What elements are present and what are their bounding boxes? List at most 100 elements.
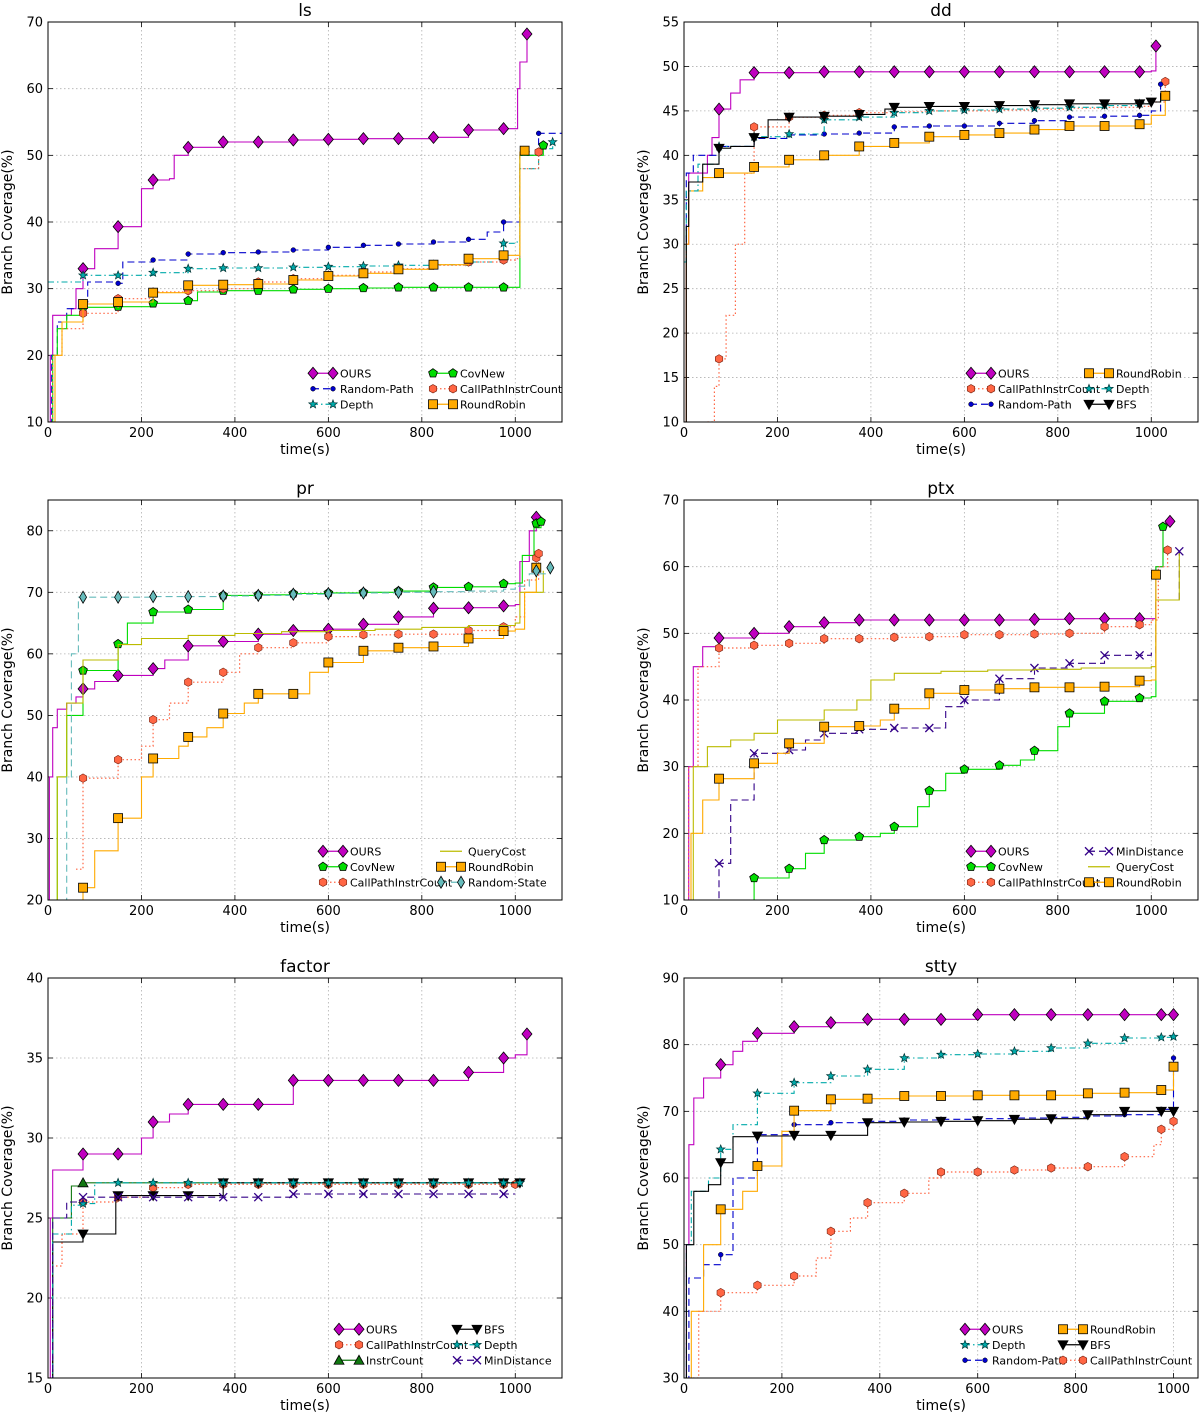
data-point	[218, 708, 229, 719]
data-point	[252, 135, 264, 149]
data-point	[1133, 99, 1146, 110]
data-point	[960, 630, 969, 640]
series-markers	[715, 1106, 1180, 1169]
legend: OURS Depth Random-Path RoundRobin BFS CallPat…	[959, 1322, 1193, 1367]
data-point	[521, 1027, 533, 1041]
data-point	[1156, 1031, 1167, 1042]
data-point	[1029, 745, 1040, 755]
legend-item: CallPathInstrCount	[966, 383, 1101, 396]
ticks: 0 200 400 600 800 1000 20 30 40 50 60 70 80	[26, 500, 562, 919]
legend-marker	[472, 1355, 482, 1365]
legend-item: CallPathInstrCount	[1058, 1354, 1193, 1367]
x-tick-label: 1000	[499, 904, 532, 919]
data-point	[392, 1073, 404, 1088]
legend-item: RoundRobin	[1084, 876, 1182, 889]
legend-marker	[334, 1340, 344, 1350]
data-point	[853, 65, 865, 79]
series-OURS	[48, 1027, 533, 1378]
legend-marker	[1104, 368, 1114, 379]
data-point	[217, 135, 229, 149]
data-point	[498, 122, 510, 136]
x-tick-label: 600	[316, 426, 341, 441]
chart-panel-dd: 0 200 400 600 800 1000 10 15 20 25 30 35 40 45 50 55 dd t…	[636, 1, 1199, 458]
data-point	[936, 1167, 946, 1177]
data-point	[253, 1177, 264, 1188]
x-tick-label: 1000	[499, 426, 532, 441]
data-point	[534, 147, 543, 157]
data-point	[1064, 708, 1075, 718]
data-point	[715, 354, 724, 364]
data-point	[217, 1097, 229, 1112]
x-tick-label: 400	[858, 426, 883, 441]
y-tick-label: 10	[662, 894, 679, 909]
data-point	[112, 220, 124, 234]
data-point	[749, 872, 759, 883]
legend-label: Depth	[992, 1339, 1026, 1352]
x-tick-label: 600	[952, 904, 977, 919]
x-tick-label: 600	[316, 904, 341, 919]
data-point	[862, 1063, 873, 1074]
data-point	[898, 1117, 910, 1128]
data-point	[358, 645, 369, 656]
series-OURS	[684, 514, 1176, 900]
y-tick-label: 10	[662, 416, 679, 431]
data-point	[252, 627, 264, 641]
data-point	[1029, 682, 1040, 693]
data-point	[1063, 65, 1076, 79]
series-markers	[77, 510, 542, 696]
legend-marker	[985, 844, 997, 858]
data-point	[1136, 112, 1143, 118]
grid	[48, 500, 562, 900]
series-OURS	[684, 1008, 1180, 1378]
data-point	[546, 560, 555, 575]
series-markers	[716, 1116, 1178, 1298]
legend-marker	[327, 366, 339, 380]
series-line	[684, 1110, 1174, 1378]
chart-title: ptx	[927, 479, 955, 499]
series-BFS	[684, 93, 1162, 422]
data-point	[1163, 545, 1172, 555]
data-point	[112, 1147, 124, 1161]
data-point	[749, 748, 759, 758]
legend-marker	[437, 875, 445, 890]
legend-marker	[353, 1354, 365, 1365]
data-point	[77, 1147, 89, 1161]
legend-item: InstrCount	[333, 1354, 424, 1367]
data-point	[357, 1073, 369, 1088]
legend-marker	[428, 384, 438, 394]
data-point	[547, 136, 558, 147]
data-point	[1046, 1042, 1057, 1053]
data-point	[183, 1192, 193, 1202]
plot-area	[684, 22, 1198, 422]
legend-marker	[1084, 877, 1094, 888]
chart-title: pr	[296, 479, 314, 499]
data-point	[358, 282, 369, 293]
y-tick-label: 90	[662, 972, 679, 987]
legend: OURS CallPathInstrCount Random-Path RoundRo…	[965, 366, 1182, 411]
legend-marker	[1084, 846, 1094, 856]
data-point	[463, 601, 475, 615]
series-markers	[77, 1177, 526, 1208]
data-point	[148, 298, 158, 308]
chart-title: factor	[280, 957, 330, 977]
data-point	[148, 753, 159, 764]
data-point	[113, 1192, 123, 1202]
data-point	[183, 1177, 194, 1188]
data-point	[715, 643, 724, 653]
data-point	[323, 1189, 333, 1199]
x-tick-label: 0	[680, 1382, 688, 1397]
data-point	[1063, 612, 1076, 626]
legend-item: BFS	[1083, 398, 1137, 411]
data-point	[324, 586, 333, 601]
data-point	[148, 267, 159, 278]
legend-item: CallPathInstrCount	[318, 876, 453, 889]
plot-frame	[47, 977, 563, 1379]
legend-marker	[986, 877, 996, 887]
data-point	[936, 1091, 946, 1101]
legend-marker	[307, 366, 319, 380]
y-axis-label: Branch Coverage(%)	[636, 149, 652, 294]
chart-panel-ls: 0 200 400 600 800 1000 10 20 30 40 50 60 70 ls time(s)…	[0, 1, 563, 458]
y-tick-label: 10	[26, 416, 43, 431]
x-tick-label: 0	[44, 426, 52, 441]
data-point	[358, 268, 369, 279]
